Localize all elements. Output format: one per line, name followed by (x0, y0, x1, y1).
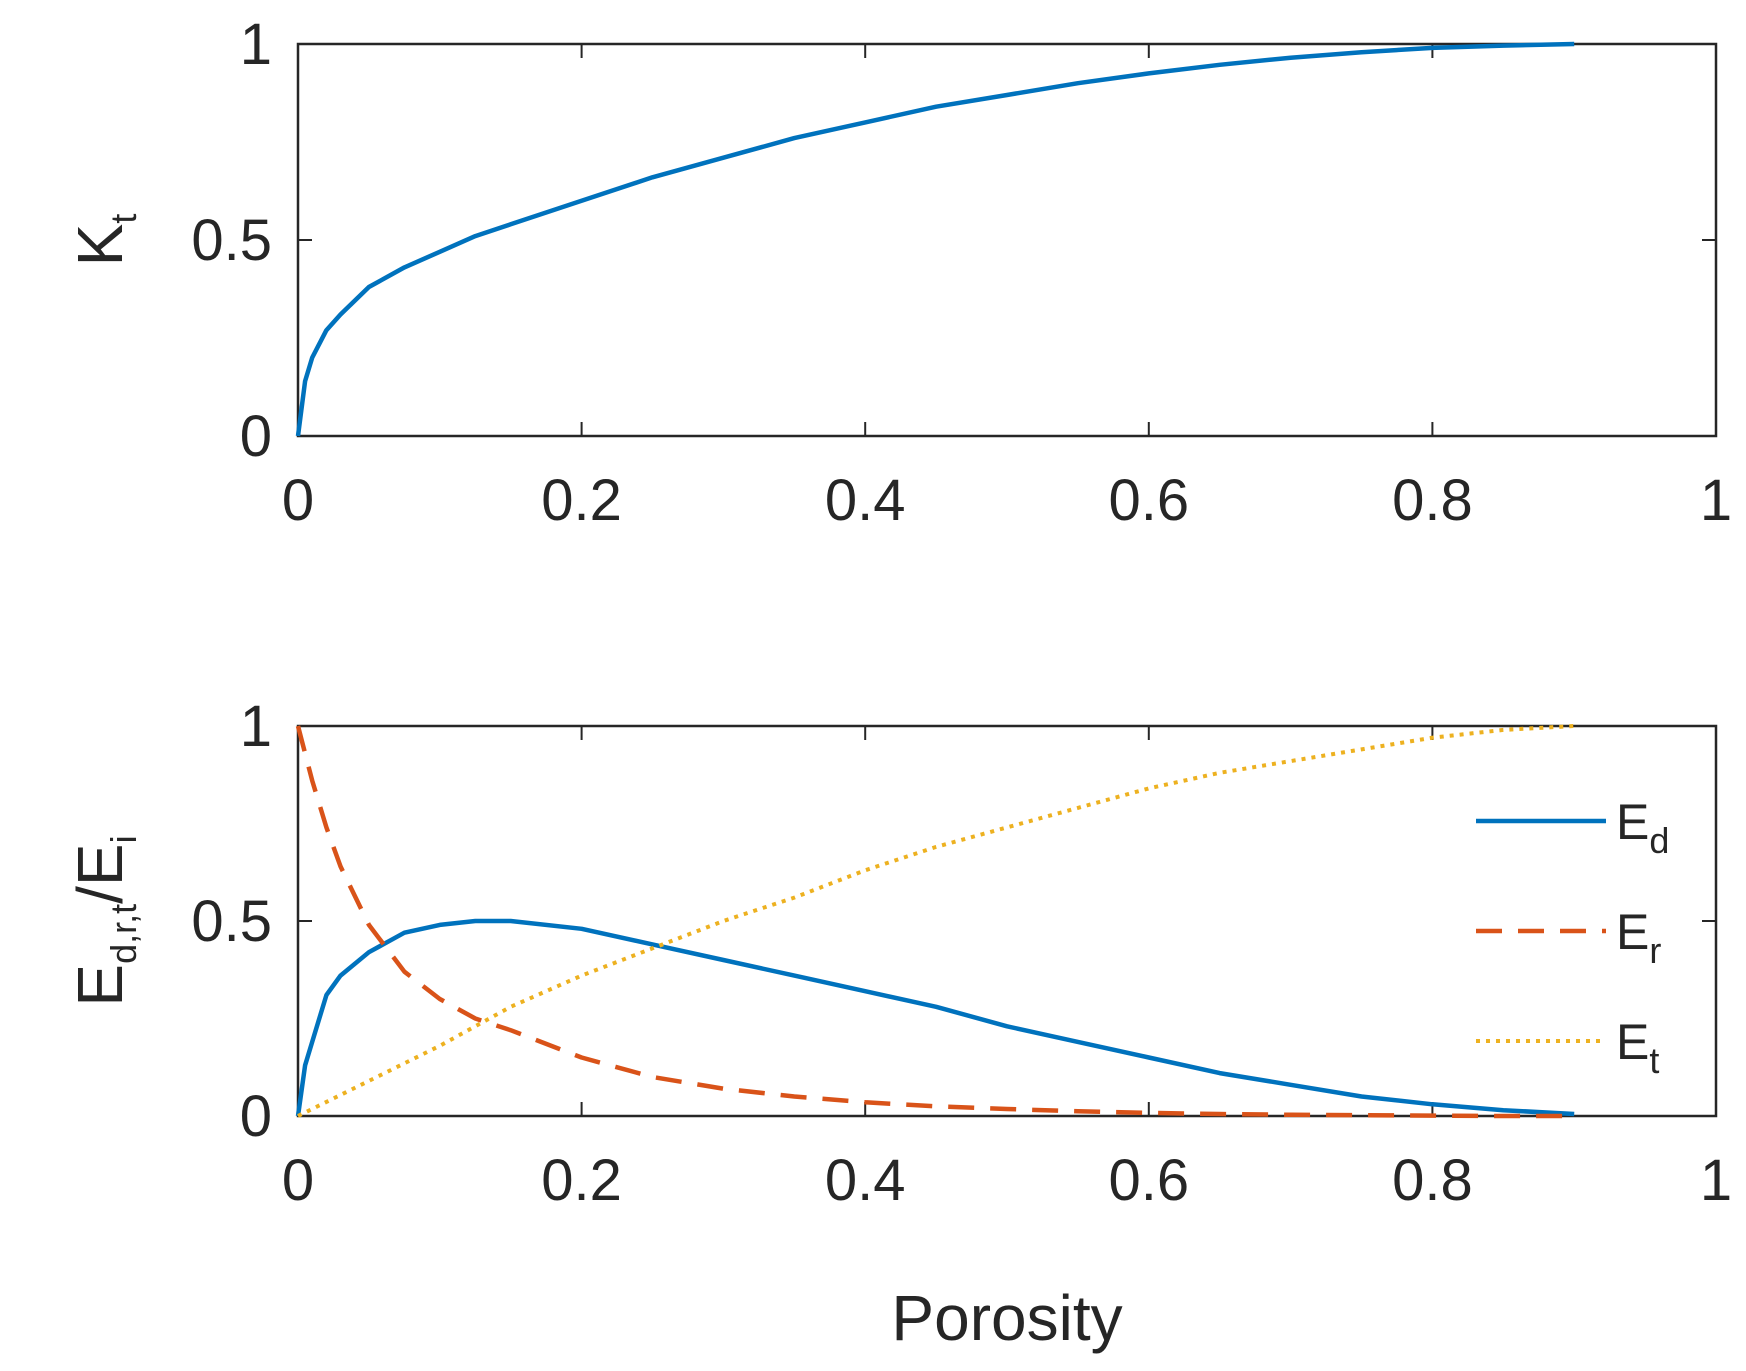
bottom-panel-energy: 0 0.2 0.4 0.6 0.8 1 0 0.5 1 Ed,r,t/Ei Porosity E… (64, 694, 1732, 1354)
top-x-tick-label-4: 0.8 (1392, 468, 1473, 533)
top-y-tick-label-2: 1 (240, 12, 272, 77)
top-x-tick-label-0: 0 (282, 468, 314, 533)
bottom-y-tick-label-2: 1 (240, 694, 272, 759)
top-x-tick-label-5: 1 (1700, 468, 1732, 533)
x-axis-title: Porosity (891, 1282, 1122, 1354)
top-y-tick-label-0: 0 (240, 404, 272, 469)
bottom-x-tick-label-3: 0.6 (1108, 1148, 1189, 1213)
bottom-series-layer (295, 724, 1575, 1119)
top-y-axis-title: Kt (64, 214, 144, 267)
top-y-axis-title-base: K (64, 224, 136, 267)
bottom-x-tick-label-0: 0 (282, 1148, 314, 1213)
bottom-series-line-er (295, 725, 1575, 1119)
bottom-y-tick-label-0: 0 (240, 1084, 272, 1149)
top-ticks (297, 43, 1717, 437)
bottom-x-tick-label-2: 0.4 (825, 1148, 906, 1213)
bottom-y-axis-title-base: E (64, 964, 136, 1007)
bottom-y-axis-title-sub2: i (103, 835, 144, 843)
top-panel-kt: 0 0.2 0.4 0.6 0.8 1 0 0.5 1 Kt (64, 12, 1732, 533)
top-y-tick-label-1: 0.5 (191, 208, 272, 273)
bottom-y-axis-title-mid: /E (64, 843, 136, 903)
bottom-y-tick-label-1: 0.5 (191, 889, 272, 954)
top-x-tick-label-2: 0.4 (825, 468, 906, 533)
top-x-tick-label-1: 0.2 (541, 468, 622, 533)
top-plot-area (296, 42, 1718, 438)
bottom-x-tick-label-4: 0.8 (1392, 1148, 1473, 1213)
top-tick-labels: 0 0.2 0.4 0.6 0.8 1 0 0.5 1 (191, 12, 1732, 533)
top-x-tick-label-3: 0.6 (1108, 468, 1189, 533)
top-y-axis-title-sub: t (103, 214, 144, 224)
bottom-x-tick-label-1: 0.2 (541, 1148, 622, 1213)
bottom-plot-area (296, 724, 1718, 1118)
bottom-series-line-ed (295, 918, 1575, 1117)
bottom-tick-labels: 0 0.2 0.4 0.6 0.8 1 0 0.5 1 (191, 694, 1732, 1213)
bottom-y-axis-title-sub: d,r,t (103, 904, 144, 964)
legend: Ed Er Et (1476, 794, 1669, 1081)
bottom-y-axis-title: Ed,r,t/Ei (64, 835, 144, 1006)
legend-label-et: Et (1616, 1014, 1659, 1081)
bottom-series-line-et (297, 724, 1575, 1118)
top-series-line-kt (295, 41, 1575, 437)
bottom-x-tick-label-5: 1 (1700, 1148, 1732, 1213)
top-series-layer (295, 41, 1575, 437)
legend-label-er: Er (1616, 904, 1661, 971)
legend-label-ed: Ed (1616, 794, 1669, 861)
